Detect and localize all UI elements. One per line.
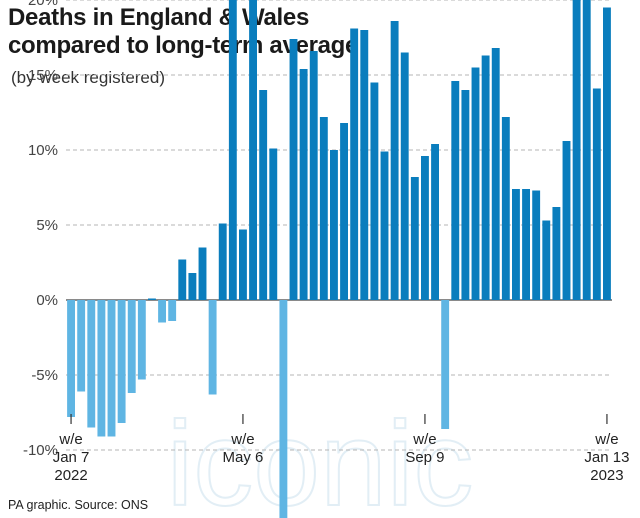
bar — [562, 141, 571, 300]
x-tick-label: w/e — [412, 431, 436, 448]
bar — [451, 81, 460, 300]
x-tick-label: May 6 — [223, 449, 264, 466]
y-tick-label: -5% — [31, 367, 58, 384]
bar — [218, 223, 227, 300]
bar — [461, 90, 470, 300]
bar — [137, 300, 146, 380]
bar — [400, 52, 409, 300]
y-tick-label: 5% — [36, 217, 58, 234]
bar — [269, 148, 278, 300]
bar — [522, 189, 530, 300]
y-tick-label: -10% — [23, 442, 58, 459]
bars — [67, 0, 611, 518]
bar — [198, 247, 207, 300]
x-tick-label: w/e — [230, 431, 254, 448]
x-tick-label: Jan 7 — [53, 449, 90, 466]
bar — [67, 300, 75, 417]
bar — [370, 82, 379, 300]
bar — [390, 21, 399, 300]
bar — [309, 51, 318, 300]
bar — [582, 0, 591, 300]
y-axis-labels: 25%20%15%10%5%0%-5%-10%-15% — [23, 0, 58, 518]
bar — [188, 273, 197, 300]
x-tick-label: Jan 13 — [584, 449, 629, 466]
bar — [421, 156, 429, 300]
bar — [592, 88, 601, 300]
bar — [410, 177, 419, 300]
x-tick-label: Sep 9 — [405, 449, 444, 466]
bar — [259, 90, 268, 300]
bar — [471, 67, 480, 300]
source-note: PA graphic. Source: ONS — [8, 498, 149, 512]
chart-subtitle: (by week registered) — [11, 68, 166, 87]
bar — [97, 300, 106, 437]
x-tick-label: 2023 — [590, 467, 623, 484]
bar — [431, 144, 439, 300]
bar — [501, 117, 510, 300]
bar — [117, 300, 126, 423]
watermark-logo: iconic — [167, 397, 474, 518]
bar — [340, 123, 348, 300]
bar — [158, 300, 166, 323]
chart-title-line-1: Deaths in England & Wales — [8, 4, 309, 31]
bar — [319, 117, 328, 300]
bar — [512, 189, 520, 300]
bar — [360, 30, 369, 300]
chart-title: Deaths in England & Wales compared to lo… — [8, 4, 358, 60]
bar — [178, 259, 187, 300]
bar — [603, 7, 611, 300]
bar — [289, 39, 298, 300]
x-tick-label: 2022 — [54, 467, 87, 484]
bar — [249, 0, 257, 300]
bar — [87, 300, 96, 428]
bar — [77, 300, 86, 392]
bar — [239, 229, 247, 300]
y-tick-label: 20% — [28, 0, 58, 9]
y-tick-label: 15% — [28, 67, 58, 84]
bar — [542, 220, 551, 300]
chart-title-line-2: compared to long-term average — [8, 32, 359, 59]
bar — [330, 150, 338, 300]
bar — [441, 300, 450, 429]
bar — [552, 207, 561, 300]
y-tick-label: 0% — [36, 292, 58, 309]
bar — [208, 300, 217, 395]
bar — [491, 48, 500, 300]
bar — [380, 151, 389, 300]
bar — [572, 0, 581, 300]
grid-lines — [66, 0, 612, 451]
x-tick-label: w/e — [594, 431, 618, 448]
bar — [127, 300, 136, 393]
bar — [148, 298, 156, 300]
x-tick-label: w/e — [58, 431, 82, 448]
bar — [481, 55, 490, 300]
bar — [168, 300, 177, 321]
bar — [350, 28, 359, 300]
y-tick-label: 10% — [28, 142, 58, 159]
bar — [279, 300, 288, 518]
bar — [228, 0, 237, 300]
bar — [299, 69, 308, 300]
bar — [532, 190, 541, 300]
bar — [107, 300, 116, 437]
